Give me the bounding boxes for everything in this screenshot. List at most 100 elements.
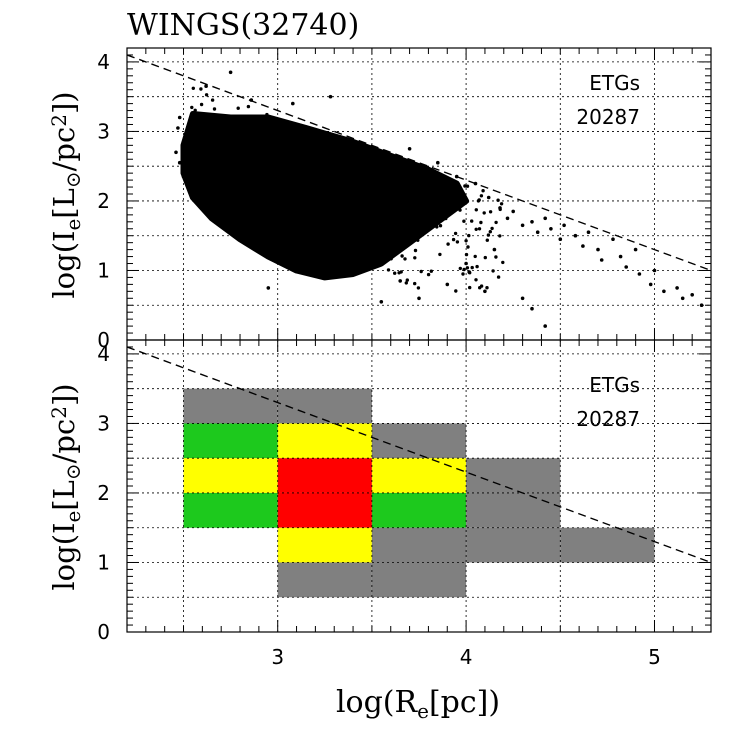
x-tick-label: 4: [460, 645, 473, 669]
heatmap-cell: [371, 527, 467, 563]
scatter-point: [328, 94, 333, 99]
scatter-point: [375, 210, 379, 214]
scatter-point: [451, 237, 456, 242]
scatter-points: [174, 70, 704, 328]
scatter-point: [200, 195, 205, 200]
scatter-point: [483, 255, 487, 260]
scatter-point: [467, 270, 471, 274]
scatter-point: [294, 268, 299, 273]
heatmap-cell: [277, 458, 372, 493]
scatter-point: [190, 105, 194, 110]
scatter-point: [287, 192, 291, 196]
scatter-point: [485, 286, 489, 290]
scatter-point: [413, 256, 417, 260]
scatter-point: [492, 247, 497, 252]
top-scatter-panel: ETGs 20287: [126, 47, 712, 341]
scatter-point: [351, 176, 355, 180]
scatter-point: [302, 140, 307, 144]
scatter-point: [313, 186, 317, 191]
heatmap-cell: [183, 388, 278, 424]
scatter-point: [454, 289, 458, 293]
scatter-point: [675, 286, 679, 290]
scatter-point: [356, 181, 360, 186]
scatter-point: [435, 225, 439, 229]
scatter-point: [225, 168, 230, 172]
scatter-point: [453, 182, 457, 186]
scatter-point: [201, 128, 205, 132]
scatter-point: [363, 188, 368, 192]
y-axis-label-part: log(I: [47, 523, 81, 591]
scatter-point: [488, 210, 493, 214]
scatter-point: [417, 296, 421, 301]
scatter-point: [302, 167, 306, 171]
bottom-y-tick-labels: 0 1 2 3 4: [97, 342, 110, 644]
bottom-annotation-etgs: ETGs: [589, 373, 640, 397]
scatter-point: [482, 211, 486, 215]
scatter-point: [183, 160, 187, 165]
scatter-point: [491, 269, 495, 273]
scatter-point: [405, 278, 409, 282]
scatter-point: [393, 271, 397, 275]
scatter-point: [257, 227, 261, 231]
scatter-point: [200, 131, 204, 135]
scatter-point: [398, 245, 402, 249]
y-tick-label: 0: [97, 328, 110, 352]
scatter-point: [177, 160, 182, 165]
scatter-point: [194, 170, 198, 174]
scatter-point: [197, 148, 202, 152]
bottom-panel-frame: [126, 339, 712, 633]
scatter-point: [488, 230, 492, 234]
scatter-point: [275, 254, 280, 259]
y-axis-label-part: e: [61, 219, 85, 231]
scatter-point: [336, 170, 340, 175]
scatter-point: [275, 208, 279, 212]
scatter-point: [204, 84, 208, 88]
scatter-point: [292, 135, 296, 140]
scatter-point: [549, 227, 553, 231]
scatter-point: [217, 173, 221, 177]
scatter-point: [261, 129, 265, 133]
scatter-point: [520, 223, 525, 228]
x-tick-labels: 3 4 5: [271, 645, 661, 669]
scatter-point: [271, 212, 275, 216]
scatter-point: [419, 233, 423, 237]
y-tick-label: 4: [97, 50, 110, 74]
scatter-point: [624, 265, 628, 269]
scatter-point: [332, 163, 336, 168]
y-axis-label-part: 2: [47, 406, 71, 419]
scatter-point: [334, 233, 338, 238]
scatter-point: [385, 219, 390, 224]
scatter-point: [245, 213, 249, 217]
scatter-point: [407, 147, 412, 151]
scatter-point: [286, 147, 290, 152]
scatter-point: [530, 220, 534, 224]
scatter-point: [291, 101, 295, 106]
scatter-point: [327, 160, 332, 164]
scatter-point: [199, 102, 204, 107]
scatter-point: [285, 159, 289, 164]
scatter-point: [386, 268, 391, 272]
scatter-point: [345, 234, 350, 238]
scatter-point: [399, 270, 403, 274]
scatter-point: [213, 165, 217, 169]
scatter-point: [233, 205, 237, 209]
scatter-point: [259, 199, 263, 203]
scatter-point: [573, 233, 578, 238]
scatter-point: [412, 185, 416, 189]
scatter-point: [341, 148, 345, 153]
y-axis-label-part: [L: [47, 480, 81, 511]
scatter-point: [473, 254, 477, 259]
scatter-point: [279, 130, 283, 134]
scatter-point: [291, 152, 295, 157]
scatter-point: [267, 204, 271, 208]
scatter-point: [343, 155, 347, 159]
x-tick-label: 5: [648, 645, 661, 669]
scatter-point: [496, 275, 501, 279]
x-axis-label-part: log(R: [336, 685, 419, 720]
scatter-point: [349, 219, 353, 224]
scatter-point: [277, 153, 281, 158]
scatter-point: [308, 197, 312, 201]
scatter-point: [652, 268, 657, 273]
x-axis-label: log(Re[pc]): [336, 685, 500, 723]
